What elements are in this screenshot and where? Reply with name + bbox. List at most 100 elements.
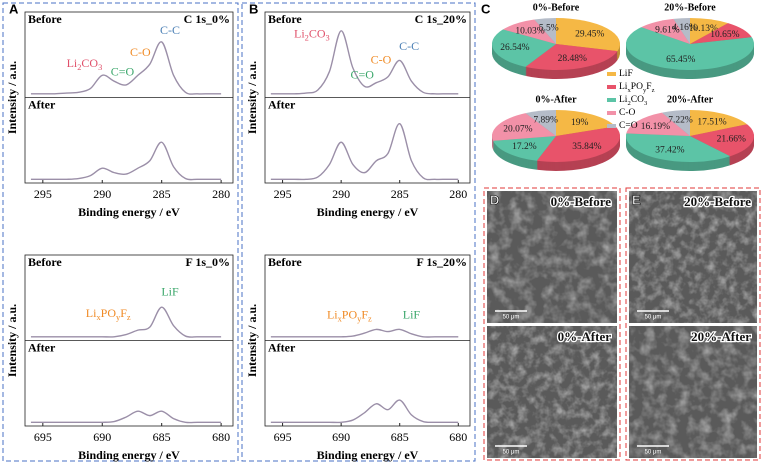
spectrum-line — [270, 328, 459, 338]
pie-slice — [525, 110, 556, 136]
panel-frame — [483, 187, 621, 461]
chart-title: C 1s_20% — [415, 12, 467, 26]
subplot-label: Before — [268, 12, 302, 26]
y-axis-label: Intensity / a.u. — [5, 61, 19, 134]
pie-slice — [673, 18, 690, 44]
pie-slice — [536, 126, 620, 162]
x-tick-label: 680 — [212, 430, 230, 444]
peak-annotation: LixPOyFz — [327, 307, 372, 324]
y-axis-label: Intensity / a.u. — [245, 61, 259, 134]
peak-annotation: C-C — [160, 23, 180, 37]
sem-image — [487, 326, 617, 458]
x-tick-label: 695 — [274, 430, 292, 444]
legend-swatch — [607, 111, 616, 115]
pie-value-label: 17.2% — [512, 142, 537, 152]
x-tick-label: 285 — [391, 187, 409, 201]
y-axis-label: Intensity / a.u. — [5, 304, 19, 377]
x-tick-label: 285 — [153, 187, 171, 201]
subplot-label: After — [268, 340, 296, 354]
pie-slice — [690, 18, 729, 44]
x-tick-label: 685 — [391, 430, 409, 444]
panel-frame — [2, 2, 239, 462]
pie-slice — [625, 133, 731, 163]
scale-bar-label: 50 μm — [645, 450, 662, 456]
spectrum-line — [30, 41, 222, 95]
subplot-label: After — [28, 97, 56, 111]
scale-bar-label: 50 μm — [503, 450, 520, 456]
x-axis-label: Binding energy / eV — [78, 205, 180, 219]
panel-label: B — [249, 1, 258, 16]
panel-frame — [241, 2, 476, 462]
pie-value-label: 35.84% — [572, 142, 601, 152]
panel-label: E — [632, 192, 641, 207]
peak-annotation: C-O — [371, 52, 392, 66]
x-axis-label: Binding energy / eV — [317, 448, 419, 462]
x-tick-label: 290 — [93, 187, 111, 201]
sem-image — [629, 191, 757, 323]
pie-value-label: 5.5% — [539, 23, 559, 33]
chart-title: C 1s_0% — [184, 12, 230, 26]
pie-slice — [626, 112, 690, 136]
chart-title: F 1s_20% — [416, 255, 467, 269]
x-axis-label: Binding energy / eV — [317, 205, 419, 219]
sem-image — [487, 191, 617, 323]
x-tick-label: 690 — [93, 430, 111, 444]
subplot-label: Before — [28, 12, 62, 26]
pie-title: 20%-Before — [664, 2, 716, 13]
pie-slice — [534, 18, 556, 44]
pie-slice — [491, 29, 556, 67]
pie-value-label: 29.45% — [575, 29, 604, 39]
pie-slice — [525, 44, 618, 70]
pie-value-label: 37.42% — [655, 145, 684, 155]
legend-label: C-O — [619, 108, 636, 118]
scale-bar-label: 50 μm — [503, 315, 520, 321]
pie-slice — [690, 23, 752, 44]
panel-label: D — [490, 192, 499, 207]
pie-title: 20%-After — [667, 94, 714, 105]
legend-label: LiF — [619, 69, 633, 79]
pie-title: 0%-Before — [533, 2, 580, 13]
x-axis-label: Binding energy / eV — [78, 448, 180, 462]
pie-value-label: 28.48% — [558, 54, 587, 64]
legend-swatch — [607, 124, 616, 128]
peak-annotation: C=O — [351, 67, 375, 81]
legend-label: LixPOyFz — [619, 82, 655, 94]
pie-value-label: 10.65% — [710, 30, 739, 40]
peak-annotation: LiF — [161, 284, 179, 298]
sem-title: 20%-Before — [684, 194, 751, 209]
scale-bar-label: 50 μm — [645, 315, 662, 321]
pie-value-label: 21.66% — [717, 135, 746, 145]
peak-annotation: C-O — [130, 45, 151, 59]
panel-label: A — [9, 1, 19, 16]
pie-slice — [690, 124, 754, 157]
sem-title: 0%-After — [558, 329, 612, 344]
spectrum-line — [30, 141, 222, 181]
legend-swatch — [607, 98, 616, 102]
pie-slice — [556, 18, 620, 52]
x-tick-label: 280 — [212, 187, 230, 201]
y-axis-label: Intensity / a.u. — [245, 304, 259, 377]
pie-slice — [502, 19, 556, 44]
pie-value-label: 19% — [571, 118, 589, 128]
peak-annotation: C=O — [111, 64, 135, 78]
spectrum-line — [270, 399, 459, 424]
pie-slice — [626, 27, 755, 70]
pie-value-label: 4.16% — [672, 23, 697, 33]
subplot-label: Before — [28, 255, 62, 269]
panel-label: C — [481, 1, 491, 16]
pie-value-label: 17.51% — [697, 117, 726, 127]
peak-annotation: LixPOyFz — [86, 306, 131, 323]
sem-title: 0%-Before — [551, 194, 612, 209]
pie-slice — [661, 110, 690, 136]
pie-slice — [492, 113, 556, 141]
pie-slice — [493, 136, 556, 161]
legend-label: C=O — [619, 121, 638, 131]
chart-title: F 1s_0% — [185, 255, 230, 269]
pie-value-label: 26.54% — [500, 43, 529, 53]
x-tick-label: 680 — [449, 430, 467, 444]
spectrum-line — [30, 410, 222, 424]
legend-swatch — [607, 85, 616, 89]
spectrum-line — [270, 123, 459, 181]
pie-value-label: 16.19% — [641, 122, 670, 132]
pie-slice — [641, 18, 690, 44]
